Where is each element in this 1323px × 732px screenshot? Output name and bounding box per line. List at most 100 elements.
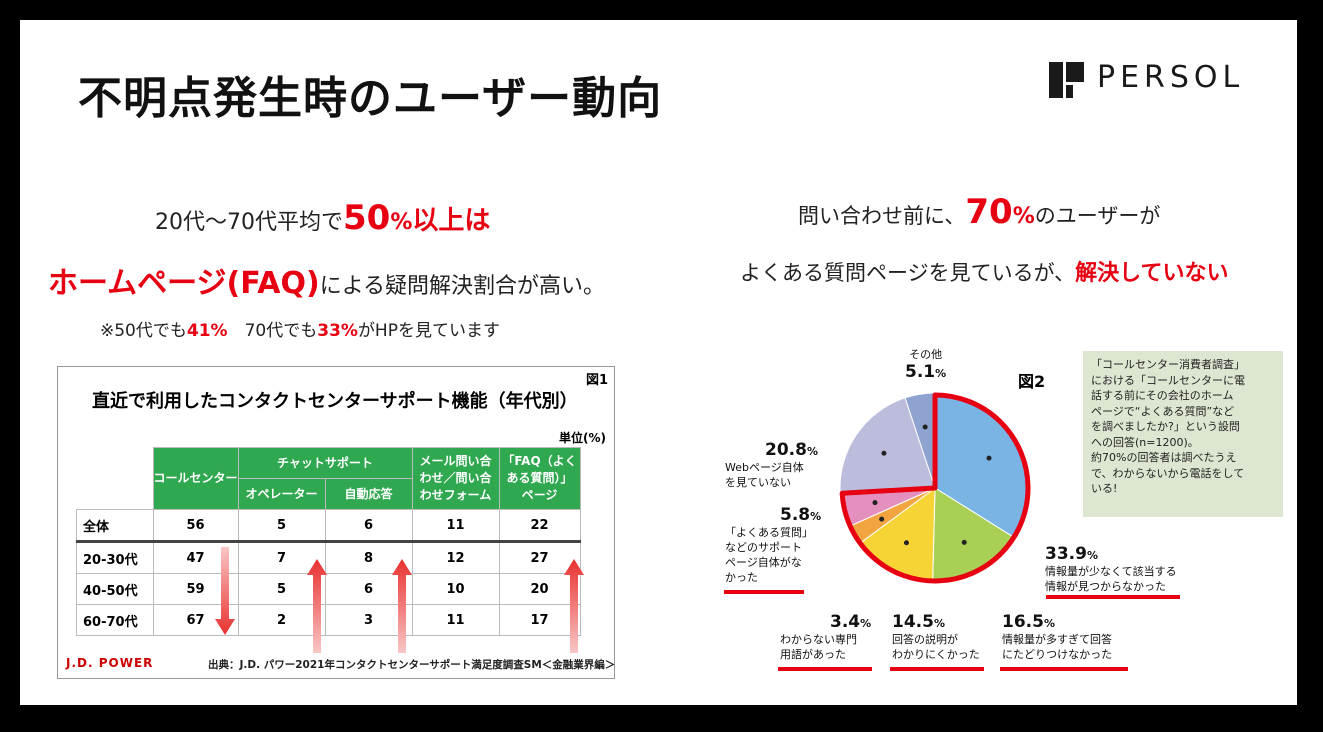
right-line1-number: 70 [965,192,1013,232]
table-unit: 単位(%) [559,431,606,445]
right-line2-red: 解決していない [1075,261,1229,286]
right-line1-percent: % [1012,204,1035,229]
left-line3-a: ※50代でも [100,321,187,341]
table-cell: 11 [411,509,500,542]
page-title: 不明点発生時のユーザー動向 [78,73,663,124]
slice-value: 3.4 [830,612,861,632]
slice-marker [881,450,887,456]
slice-label-20-8: 20.8% Webページ自体 を見ていない [725,440,818,490]
faq-viewed-outline [839,392,1031,584]
percent-sign: % [810,510,822,523]
underline-3-4 [778,667,872,671]
pie-chart [839,392,1031,584]
left-line1-percent: % [390,210,413,235]
right-headline-line1: 問い合わせ前に、70%のユーザーが [798,192,1160,232]
pie-slice [839,397,936,494]
table-title: 直近で利用したコンタクトセンターサポート機能（年代別） [92,391,578,412]
slice-desc: 情報量が多すぎて回答 [1002,633,1112,646]
left-line1-pre: 20代〜70代平均で [155,210,343,235]
left-line2-red: ホームページ(FAQ) [48,266,320,301]
header-mail-l1: メール問い合 [419,454,492,468]
row-label: 20-30代 [76,541,154,574]
survey-note: 「コールセンター消費者調査」 における「コールセンターに電 話する前にその会社の… [1083,351,1283,517]
header-faq-l2: ある質問）」 [506,471,573,485]
note-line: いる! [1091,482,1118,495]
header-faq-l1: 「FAQ（よく [502,454,577,468]
percent-sign: % [1043,617,1055,630]
row-label: 全体 [76,509,154,542]
persol-logo-text: PERSOL [1097,60,1245,95]
data-table: コールセンター チャットサポート メール問い合 わせ／問い合 わせフォーム 「F… [76,447,581,636]
table-cell: 5 [237,573,326,605]
slice-value: 20.8 [765,440,807,460]
percent-sign: % [933,617,945,630]
slice-value: 5.1 [905,362,936,382]
up-arrow-icon [392,559,412,653]
header-mail-l3: わせフォーム [419,488,492,502]
header-operator: オペレーター [237,478,326,510]
up-arrow-icon [564,559,584,653]
slice-desc: かった [725,571,758,584]
slice-desc: にたどりつけなかった [1002,648,1113,661]
slide: 不明点発生時のユーザー動向 PERSOL 20代〜70代平均で50%以上は ホー… [20,20,1297,705]
table-cell: 7 [237,541,326,574]
figure-number: 図1 [585,373,608,388]
slice-label-16-5: 16.5% 情報量が多すぎて回答 にたどりつけなかった [1002,612,1112,662]
percent-sign: % [860,617,872,630]
slice-desc: その他 [909,348,943,361]
slice-desc: などのサポート [725,541,802,554]
slice-desc: 情報が見つからなかった [1045,580,1166,593]
persol-logo-mark-icon [1049,62,1084,98]
right-line1-pre: 問い合わせ前に、 [798,204,966,228]
left-headline-line3: ※50代でも41% 70代でも33%がHPを見ています [100,316,500,341]
note-line: への回答(n=1200)。 [1091,435,1199,449]
slice-desc: Webページ自体 [725,461,804,474]
slice-desc: わかりにくかった [892,648,980,661]
table-row: 20-30代 47 7 8 12 27 [76,541,581,574]
left-headline-line2: ホームページ(FAQ)による疑問解決割合が高い。 [48,258,605,302]
note-line: 「コールセンター消費者調査」 [1091,358,1245,371]
right-line1-post: のユーザーが [1034,204,1161,228]
up-arrow-icon [307,559,327,653]
slice-marker [879,516,885,522]
table-cell: 2 [237,604,326,636]
left-line3-c: 70代でも [227,321,318,341]
row-label: 60-70代 [76,604,154,636]
table-header-row: コールセンター チャットサポート メール問い合 わせ／問い合 わせフォーム 「F… [77,447,581,510]
row-label: 40-50代 [76,573,154,605]
underline-14-5 [890,667,984,671]
table-cell: 6 [324,573,413,605]
slice-value: 5.8 [780,505,811,525]
note-line: で、わからないから電話をして [1091,466,1245,480]
left-line2-post: による疑問解決割合が高い。 [319,274,606,299]
right-line2-pre: よくある質問ページを見ているが、 [740,261,1076,285]
jd-power-logo: J.D. POWER [66,656,154,670]
table-cell: 20 [498,573,581,605]
table-row: 40-50代 59 5 6 10 20 [76,573,581,605]
note-line: 約70%の回答者は調べたうえ [1091,451,1237,464]
trend-arrows [215,547,584,653]
table-cell: 12 [411,541,500,574]
slice-desc: ページ自体がな [725,556,802,569]
header-mail-l2: わせ／問い合 [419,471,492,485]
slice-marker [922,424,928,430]
table-subheader-row: オペレーター 自動応答 [77,478,581,510]
note-line: ページで“よくある質問”など [1091,404,1235,418]
underline-5-8 [724,590,804,594]
left-headline-line1: 20代〜70代平均で50%以上は [155,198,490,238]
table-cell: 27 [498,541,581,574]
slice-desc: 用語があった [780,648,846,661]
slice-label-14-5: 14.5% 回答の説明が わかりにくかった [892,612,980,662]
underline-33-9 [1046,595,1180,599]
slice-desc: わからない専門 [780,633,857,646]
left-line1-number: 50 [343,198,391,238]
figure-2-label: 図2 [1018,372,1046,391]
slice-value: 16.5 [1002,612,1044,632]
table-figure: 図1 直近で利用したコンタクトセンターサポート機能（年代別） 単位(%) コール… [57,366,615,679]
percent-sign: % [1086,549,1098,562]
slice-marker [986,455,992,461]
percent-sign: % [806,445,818,458]
table-cell: 17 [498,604,581,636]
table-cell: 5 [237,509,326,542]
left-line3-b: 41% [186,321,228,341]
